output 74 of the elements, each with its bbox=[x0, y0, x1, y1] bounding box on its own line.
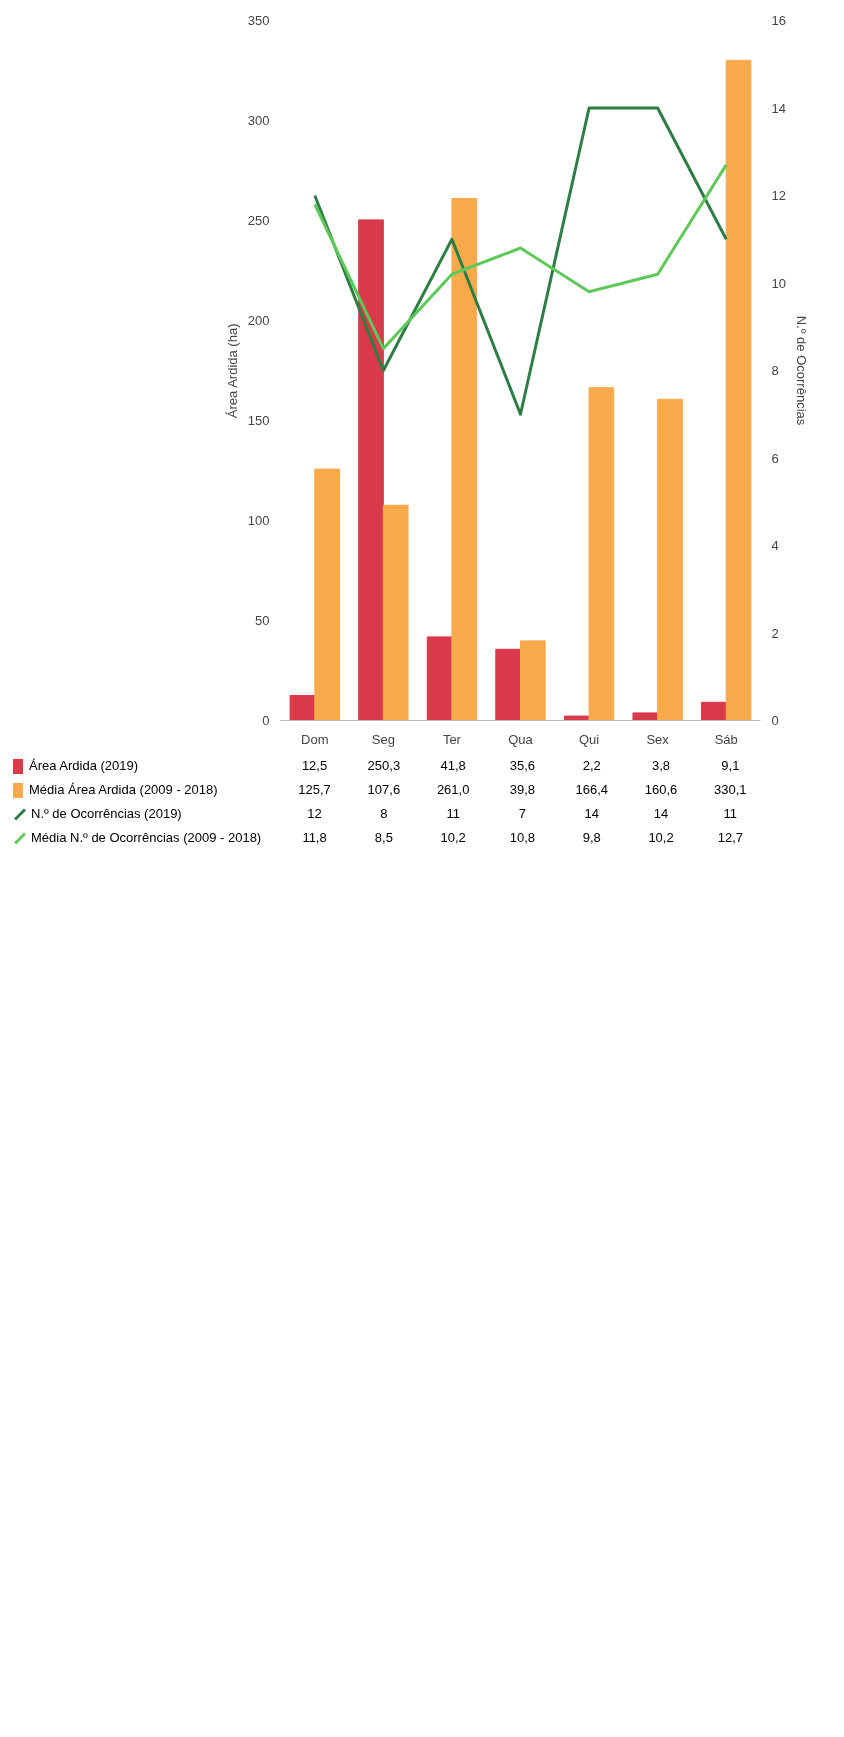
data-label: 3,8 bbox=[651, 756, 672, 775]
data-label: 7 bbox=[517, 804, 528, 823]
bar bbox=[563, 715, 590, 721]
line-series bbox=[313, 163, 728, 351]
y2-tick-label: 14 bbox=[771, 100, 786, 116]
bar bbox=[426, 636, 453, 721]
data-label: 12,7 bbox=[716, 828, 744, 847]
y-tick-label: 350 bbox=[247, 13, 270, 28]
y2-tick-label: 12 bbox=[771, 188, 786, 203]
y-tick-label: 50 bbox=[255, 613, 270, 628]
data-label: 160,6 bbox=[643, 780, 679, 799]
y2-tick-label: 6 bbox=[771, 450, 779, 466]
data-label: 39,8 bbox=[508, 780, 537, 799]
data-label: 250,3 bbox=[366, 756, 402, 775]
y2-tick-label: 8 bbox=[771, 363, 779, 378]
y2-tick-label: 10 bbox=[771, 275, 786, 291]
x-tick-label: Qua bbox=[508, 731, 534, 747]
x-tick-label: Seg bbox=[371, 731, 395, 747]
data-label: 11 bbox=[722, 804, 739, 823]
data-label: 330,1 bbox=[713, 780, 748, 799]
bar bbox=[382, 504, 409, 721]
data-label: 261,0 bbox=[435, 780, 471, 799]
bar bbox=[495, 648, 521, 721]
bar bbox=[314, 468, 340, 721]
data-label: 2,2 bbox=[581, 756, 602, 775]
data-label: 10,8 bbox=[508, 828, 537, 847]
data-label: 125,7 bbox=[297, 780, 332, 799]
bar bbox=[588, 387, 615, 721]
y-tick-label: 300 bbox=[247, 113, 270, 128]
legend-label: Média N.º de Ocorrências (2009 - 2018) bbox=[30, 828, 263, 847]
data-label: 11,8 bbox=[301, 828, 328, 847]
y-tick-label: 250 bbox=[247, 213, 270, 228]
x-tick-label: Sáb bbox=[714, 731, 738, 747]
data-label: 9,8 bbox=[581, 828, 602, 847]
bar bbox=[701, 701, 727, 721]
data-label: 11 bbox=[445, 804, 461, 823]
x-tick-label: Qui bbox=[578, 731, 600, 747]
data-label: 8,5 bbox=[373, 828, 394, 847]
y2-tick-label: 16 bbox=[771, 13, 786, 28]
line-series bbox=[313, 106, 728, 416]
x-tick-label: Dom bbox=[301, 731, 329, 747]
y-tick-label: 100 bbox=[247, 513, 270, 528]
data-label: 41,8 bbox=[439, 756, 467, 775]
data-label: 10,2 bbox=[439, 828, 467, 847]
data-label: 12,5 bbox=[300, 756, 329, 775]
bar bbox=[632, 712, 659, 721]
bar bbox=[451, 198, 478, 721]
y-tick-label: 200 bbox=[247, 313, 270, 328]
data-label: 166,4 bbox=[574, 780, 609, 799]
data-label: 35,6 bbox=[508, 756, 537, 775]
bar bbox=[657, 398, 683, 721]
y-tick-label: 0 bbox=[262, 713, 270, 728]
data-label: 14 bbox=[583, 804, 600, 823]
legend-label: Área Ardida (2019) bbox=[28, 756, 140, 775]
bar bbox=[289, 695, 316, 721]
bar bbox=[520, 640, 546, 721]
y2-tick-label: 2 bbox=[771, 625, 779, 641]
data-label: 107,6 bbox=[366, 780, 402, 799]
y2-tick-label: 0 bbox=[771, 713, 779, 728]
y-tick-label: 150 bbox=[247, 413, 270, 428]
y2-tick-label: 4 bbox=[771, 538, 779, 553]
y-axis-title: Área Ardida (ha) bbox=[224, 323, 240, 419]
x-tick-label: Ter bbox=[442, 731, 462, 747]
bar bbox=[725, 59, 752, 721]
legend-label: Média Área Ardida (2009 - 2018) bbox=[28, 780, 219, 799]
data-label: 9,1 bbox=[720, 756, 741, 775]
legend-label: N.º de Ocorrências (2019) bbox=[30, 804, 183, 823]
data-label: 8 bbox=[379, 804, 389, 823]
bar bbox=[358, 219, 384, 721]
y2-axis-title: N.º de Ocorrências bbox=[793, 315, 809, 426]
data-label: 14 bbox=[652, 804, 670, 823]
x-tick-label: Sex bbox=[646, 731, 670, 747]
data-label: 10,2 bbox=[647, 828, 675, 847]
data-label: 12 bbox=[306, 804, 323, 823]
